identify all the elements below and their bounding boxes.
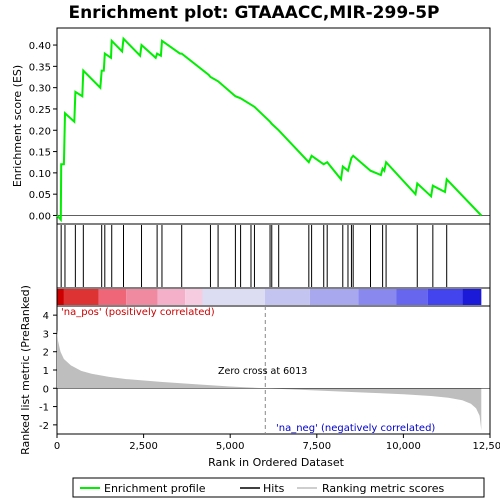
rank-bar-segment xyxy=(157,289,186,305)
es-y-tick-label: 0.30 xyxy=(29,84,51,95)
neg-correlated-label: 'na_neg' (negatively correlated) xyxy=(276,423,435,434)
metric-y-tick-label: 2 xyxy=(43,348,49,359)
rank-bar-segment xyxy=(358,289,397,305)
rank-bar-segment xyxy=(57,289,64,305)
legend-frame xyxy=(72,477,485,498)
rank-bar-segment xyxy=(126,289,158,305)
metric-plot-frame xyxy=(56,305,491,435)
legend-enrichment-label: Enrichment profile xyxy=(104,482,206,495)
x-tick-label: 5,000 xyxy=(216,441,245,452)
es-y-tick-label: 0.25 xyxy=(29,105,51,116)
es-y-tick-label: 0.20 xyxy=(29,126,51,137)
x-axis-title: Rank in Ordered Dataset xyxy=(208,456,345,469)
rank-bar-segment xyxy=(185,289,203,305)
chart-title: Enrichment plot: GTAAACC,MIR-299-5P xyxy=(68,3,439,23)
x-tick-label: 0 xyxy=(54,441,60,452)
es-y-tick-label: 0.10 xyxy=(29,169,51,180)
rank-bar-segment xyxy=(98,289,127,305)
x-tick-label: 2,500 xyxy=(129,441,158,452)
metric-panel: -2 -1 0 1 2 3 4 'na_pos' (positively correlate… xyxy=(19,285,491,455)
rank-bar-segment xyxy=(202,289,265,305)
legend: Enrichment profile Hits Ranking metric s… xyxy=(72,477,485,498)
metric-y-tick-label: -2 xyxy=(39,421,49,432)
x-tick-label: 10,000 xyxy=(386,441,421,452)
x-axis: 0 2,500 5,000 7,500 10,000 12,500 xyxy=(54,434,500,452)
rank-bar-segment xyxy=(396,289,428,305)
rank-bar-segment xyxy=(309,289,359,305)
es-y-tick-label: 0.05 xyxy=(29,190,51,201)
rank-bar-segment xyxy=(264,289,310,305)
es-y-tick-label: 0.15 xyxy=(29,148,51,159)
rank-bar-segment xyxy=(63,289,99,305)
rank-color-bar xyxy=(56,287,491,307)
legend-metric-label: Ranking metric scores xyxy=(322,482,444,495)
x-tick-label: 7,500 xyxy=(302,441,331,452)
x-tick-label: 12,500 xyxy=(473,441,500,452)
es-y-axis: 0.00 0.05 0.10 0.15 0.20 0.25 0.30 0.35 0.40 xyxy=(29,41,57,222)
legend-hits-label: Hits xyxy=(263,482,285,495)
hit-markers xyxy=(60,225,448,287)
metric-y-tick-label: 4 xyxy=(43,311,49,322)
metric-y-tick-label: 3 xyxy=(43,329,49,340)
es-y-tick-label: 0.00 xyxy=(29,211,51,222)
enrichment-profile-line xyxy=(56,36,483,223)
es-panel: 0.00 0.05 0.10 0.15 0.20 0.25 0.30 0.35 0.40 Enr… xyxy=(11,27,491,225)
pos-correlated-label: 'na_pos' (positively correlated) xyxy=(61,307,215,318)
metric-y-tick-label: 0 xyxy=(43,384,49,395)
es-y-tick-label: 0.35 xyxy=(29,62,51,73)
metric-y-axis: -2 -1 0 1 2 3 4 xyxy=(39,311,57,432)
es-y-tick-label: 0.40 xyxy=(29,41,51,52)
es-y-axis-title: Enrichment score (ES) xyxy=(11,65,24,187)
hits-panel xyxy=(56,223,491,289)
hits-plot-frame xyxy=(56,223,491,289)
metric-y-tick-label: 1 xyxy=(43,366,49,377)
zero-cross-label: Zero cross at 6013 xyxy=(218,366,307,377)
metric-y-tick-label: -1 xyxy=(39,403,49,414)
rank-bar-segment xyxy=(462,289,482,305)
metric-y-axis-title: Ranked list metric (PreRanked) xyxy=(19,285,32,455)
rank-bar-segment xyxy=(427,289,463,305)
